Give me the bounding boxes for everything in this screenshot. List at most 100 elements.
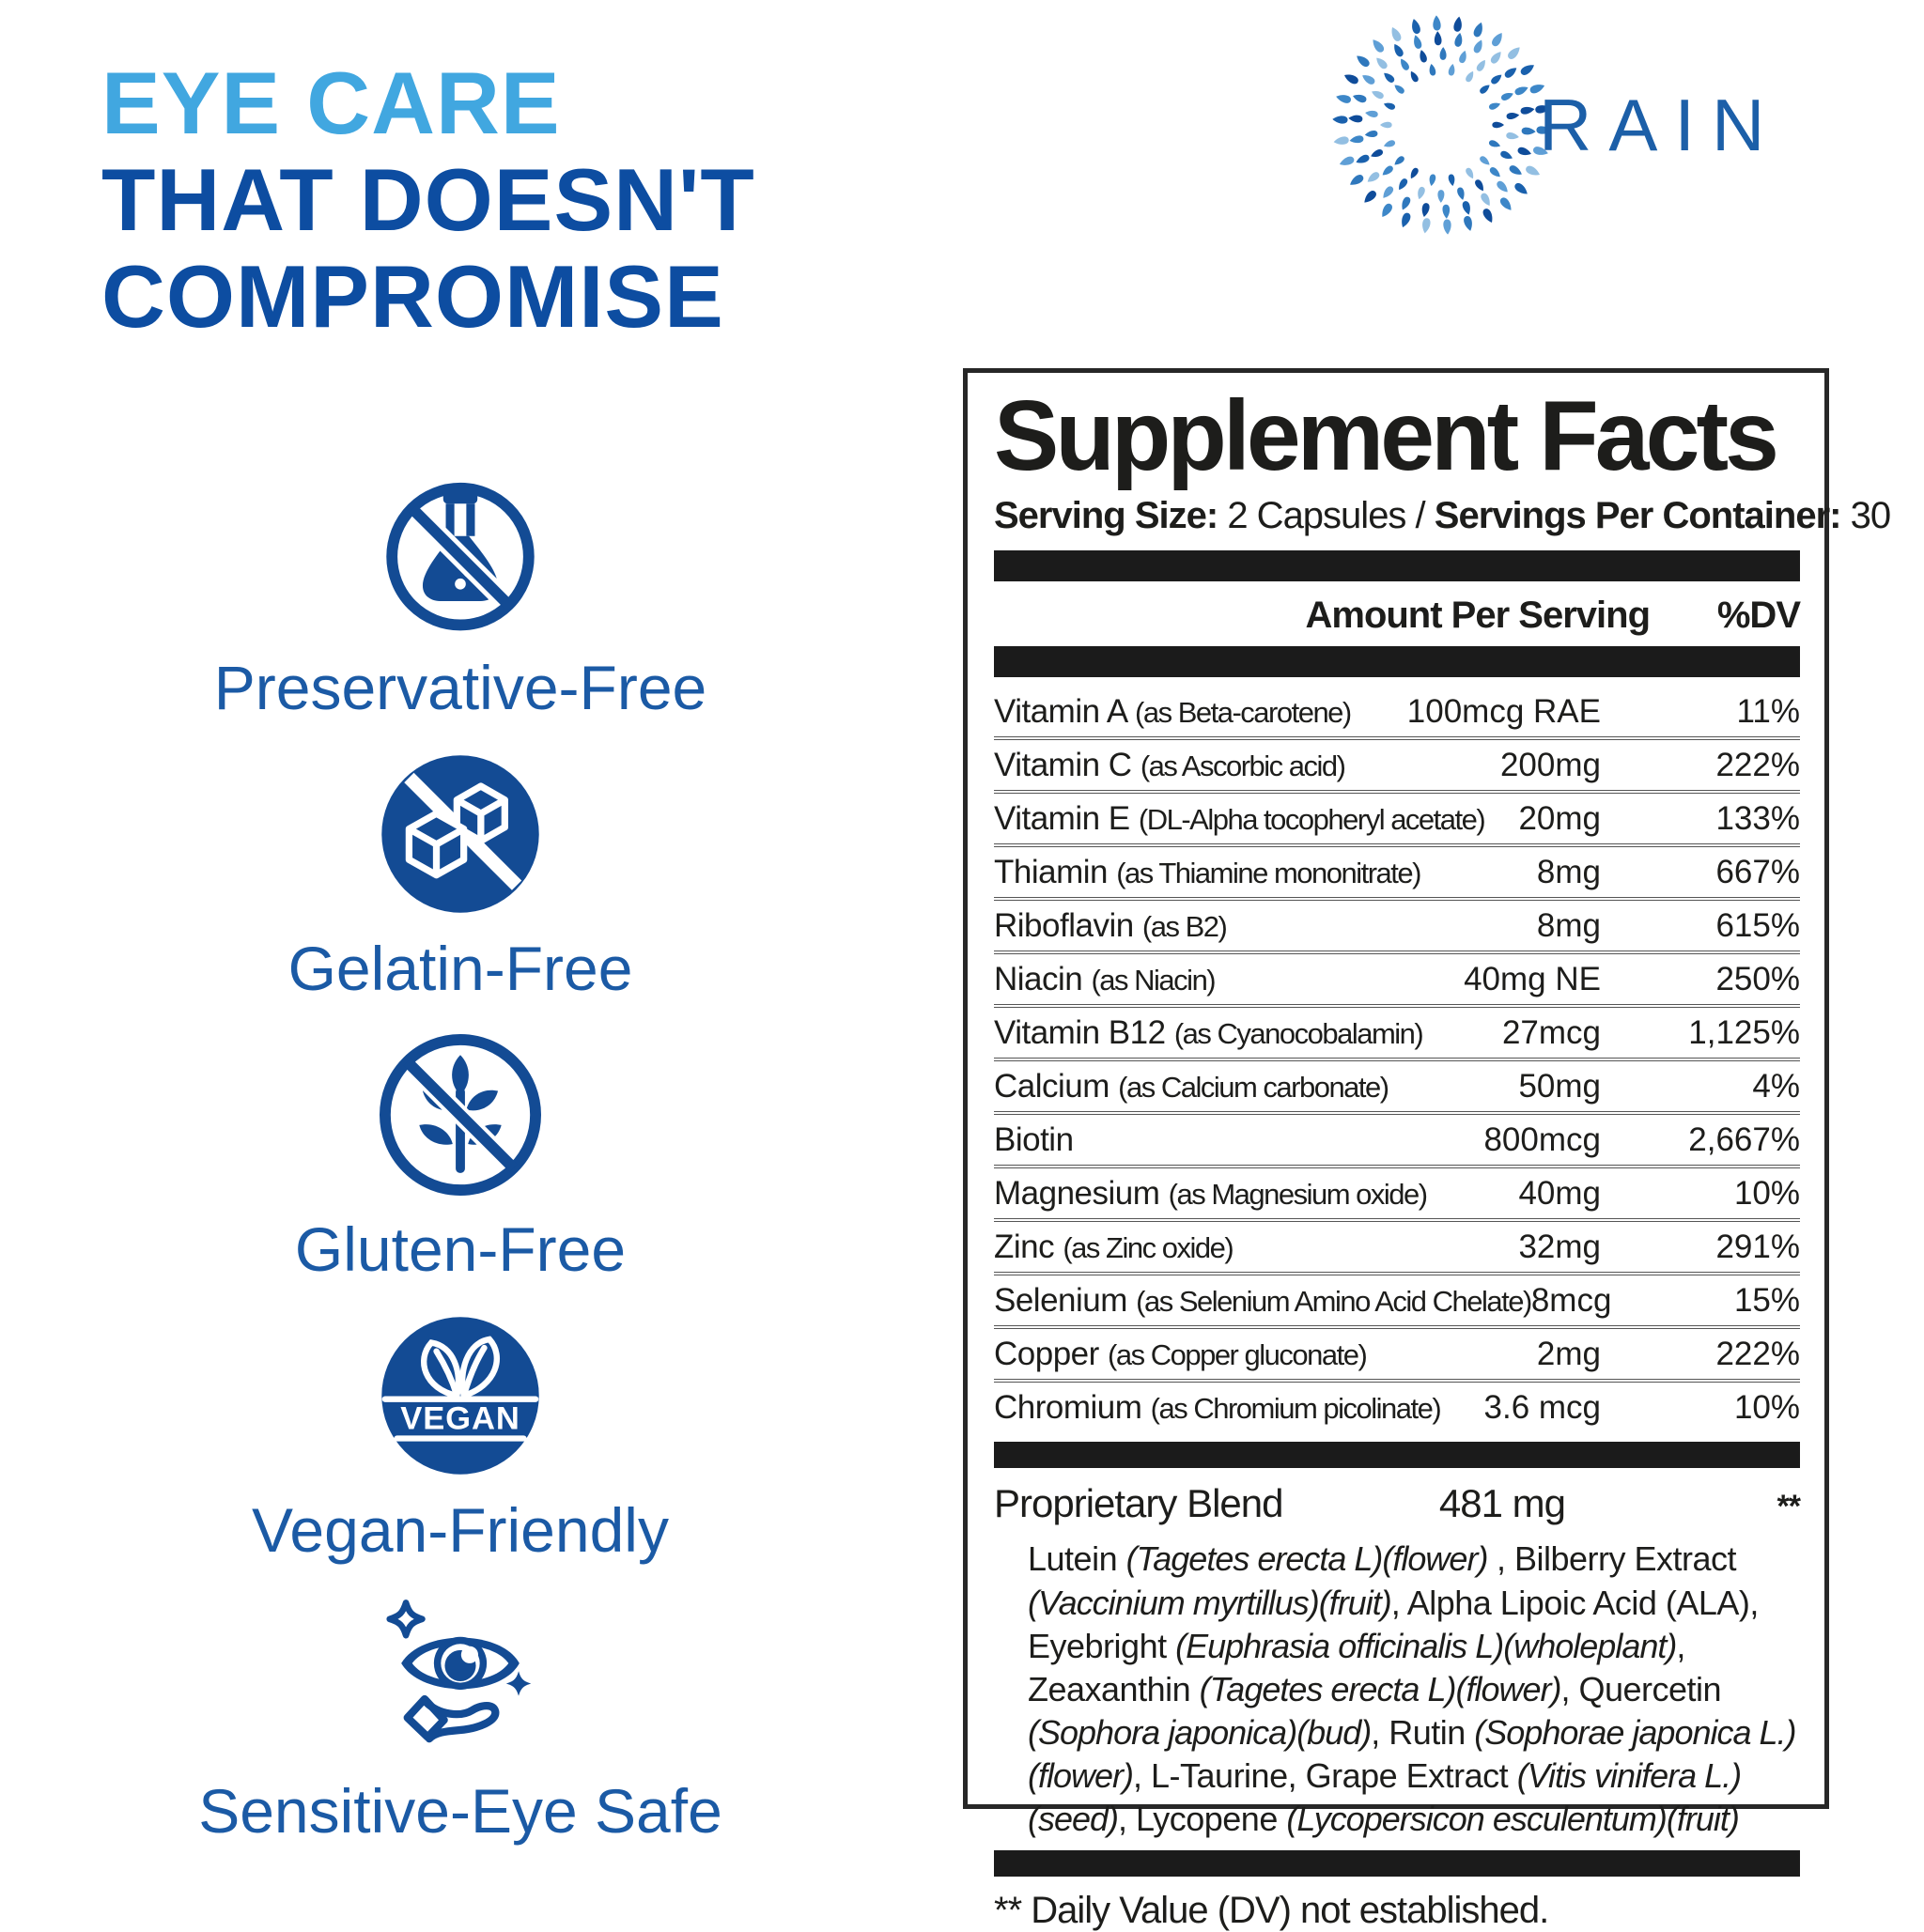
rain-drop <box>1476 59 1485 71</box>
rain-drop <box>1383 102 1396 110</box>
rain-drop <box>1356 154 1370 163</box>
rain-drop <box>1434 31 1442 46</box>
nutrient-name: Riboflavin (as B2) <box>994 907 1228 945</box>
badge-label: Gluten-Free <box>294 1214 627 1284</box>
rain-drop <box>1480 85 1490 94</box>
rain-drop <box>1509 165 1522 175</box>
rain-drop <box>1464 216 1472 231</box>
nutrient-detail: (as B2) <box>1141 910 1228 944</box>
nutrient-amount: 2mg <box>1536 1336 1601 1373</box>
rain-drop <box>1350 175 1364 185</box>
badge-sensitive-eye-safe: Sensitive-Eye Safe <box>198 1591 722 1847</box>
serving-label: Serving Size: <box>994 495 1218 537</box>
column-headers: Amount Per Serving %DV <box>994 591 1801 642</box>
nutrient-amount: 20mg <box>1518 800 1601 838</box>
rain-drop <box>1394 156 1404 165</box>
serving-value: 2 Capsules / <box>1218 495 1435 537</box>
rain-drop <box>1383 140 1396 147</box>
rain-drop <box>1462 201 1470 215</box>
rain-drop <box>1448 63 1455 76</box>
rain-drop <box>1443 219 1451 235</box>
rain-drop <box>1429 63 1436 76</box>
rain-drop <box>1499 197 1512 210</box>
rain-drop <box>1383 186 1394 198</box>
nutrient-dv: 10% <box>1733 1389 1800 1427</box>
rain-drop <box>1506 112 1520 120</box>
blend-ingredient-latin: (Sophorae japonica L.)(flower) <box>1028 1712 1797 1795</box>
divider-bar <box>994 1442 1800 1469</box>
blend-ingredient-name: , L-Taurine, Grape Extract <box>1133 1755 1517 1795</box>
rain-drop <box>1491 74 1502 85</box>
nutrient-amount: 40mg NE <box>1464 961 1601 998</box>
rain-drop <box>1497 180 1508 193</box>
nutrient-row: Copper (as Copper gluconate) 2mg 222% <box>994 1329 1800 1383</box>
badge-label: Preservative-Free <box>213 653 707 722</box>
rain-drop <box>1402 196 1411 210</box>
rain-drop <box>1459 50 1466 64</box>
blend-ingredient-name: , Rutin <box>1371 1712 1475 1752</box>
nutrient-row: Niacin (as Niacin) 40mg NE 250% <box>994 954 1800 1009</box>
rain-drop <box>1500 150 1513 159</box>
nutrient-dv: 4% <box>1752 1068 1800 1105</box>
nutrient-dv: 133% <box>1715 800 1800 838</box>
nutrient-dv: 10% <box>1733 1175 1800 1213</box>
amount-per-serving-header: Amount Per Serving <box>1305 595 1651 637</box>
rain-drop <box>1410 167 1419 179</box>
rain-drop <box>1448 174 1455 187</box>
nutrient-name: Vitamin C (as Ascorbic acid) <box>994 747 1346 784</box>
rain-drop <box>1336 95 1351 103</box>
rain-drop <box>1418 186 1425 200</box>
badge-gelatin-free: Gelatin-Free <box>288 749 632 1004</box>
proprietary-blend-dv: ** <box>1777 1489 1801 1525</box>
nutrient-table: Vitamin A (as Beta-carotene) 100mcg RAE 11… <box>994 687 1800 1432</box>
rain-drop <box>1535 105 1551 114</box>
blend-description: Lutein (Tagetes erecta L)(flower) , Bilb… <box>1028 1538 1798 1841</box>
blend-ingredient-latin: (Tagetes erecta L)(flower) <box>1199 1669 1562 1708</box>
nutrient-dv: 2,667% <box>1688 1121 1800 1159</box>
blend-ingredient-latin: (Vaccinium myrtillus)(fruit) <box>1028 1583 1392 1622</box>
blend-ingredient-latin: (Lycopersicon esculentum)(fruit) <box>1286 1799 1740 1838</box>
rain-drop <box>1482 209 1493 224</box>
rain-drop <box>1514 86 1528 96</box>
brand-name: RAIN <box>1539 84 1782 166</box>
rain-drop <box>1421 203 1430 217</box>
proprietary-blend-row: Proprietary Blend 481 mg ** <box>994 1476 1801 1528</box>
nutrient-detail: (as Ascorbic acid) <box>1140 750 1346 783</box>
nutrient-detail: (as Calcium carbonate) <box>1118 1071 1389 1105</box>
nutrient-name: Niacin (as Niacin) <box>994 961 1217 998</box>
blend-ingredient-latin: (Euphrasia officinalis L)(wholeplant) <box>1175 1626 1677 1665</box>
rain-drop <box>1412 19 1420 34</box>
rain-drop <box>1362 75 1375 85</box>
nutrient-amount: 50mg <box>1518 1068 1601 1105</box>
nutrient-dv: 222% <box>1715 1336 1800 1373</box>
rain-drop <box>1422 218 1431 234</box>
nutrient-name: Thiamin (as Thiamine mononitrate) <box>994 854 1421 891</box>
rain-drop <box>1399 178 1408 191</box>
nutrient-detail: (as Selenium Amino Acid Chelate) <box>1136 1285 1532 1319</box>
rain-drop <box>1391 26 1402 41</box>
nutrient-dv: 1,125% <box>1688 1014 1800 1052</box>
rain-drop <box>1333 136 1349 145</box>
nutrient-dv: 250% <box>1715 961 1800 998</box>
rain-drop <box>1517 147 1531 156</box>
blend-ingredient-name: , Alpha Lipoic Acid (ALA), Eyebright <box>1028 1583 1759 1665</box>
nutrient-row: Magnesium (as Magnesium oxide) 40mg 10% <box>994 1168 1800 1223</box>
nutrient-row: Selenium (as Selenium Amino Acid Chelate… <box>994 1275 1800 1330</box>
rain-drop <box>1433 15 1441 31</box>
nutrient-detail: (as Copper gluconate) <box>1108 1338 1368 1372</box>
headline-line-1: EYE CARE <box>101 54 561 152</box>
nutrient-dv: 11% <box>1736 693 1800 731</box>
supplement-facts-panel: Supplement Facts Serving Size: 2 Capsule… <box>963 368 1891 1931</box>
blend-ingredient-latin: (Vitis vinifera L.)(seed) <box>1028 1755 1742 1838</box>
nutrient-amount: 32mg <box>1518 1229 1601 1266</box>
rain-drop <box>1339 156 1355 165</box>
rain-drop <box>1520 65 1534 75</box>
rain-drop <box>1508 47 1520 59</box>
nutrient-row: Biotin 800mcg 2,667% <box>994 1115 1800 1169</box>
blend-ingredient-name: Lutein <box>1028 1539 1126 1579</box>
rain-drop <box>1504 68 1517 78</box>
rain-drop <box>1475 179 1483 192</box>
rain-drop <box>1382 165 1393 176</box>
rain-drop <box>1492 33 1502 47</box>
